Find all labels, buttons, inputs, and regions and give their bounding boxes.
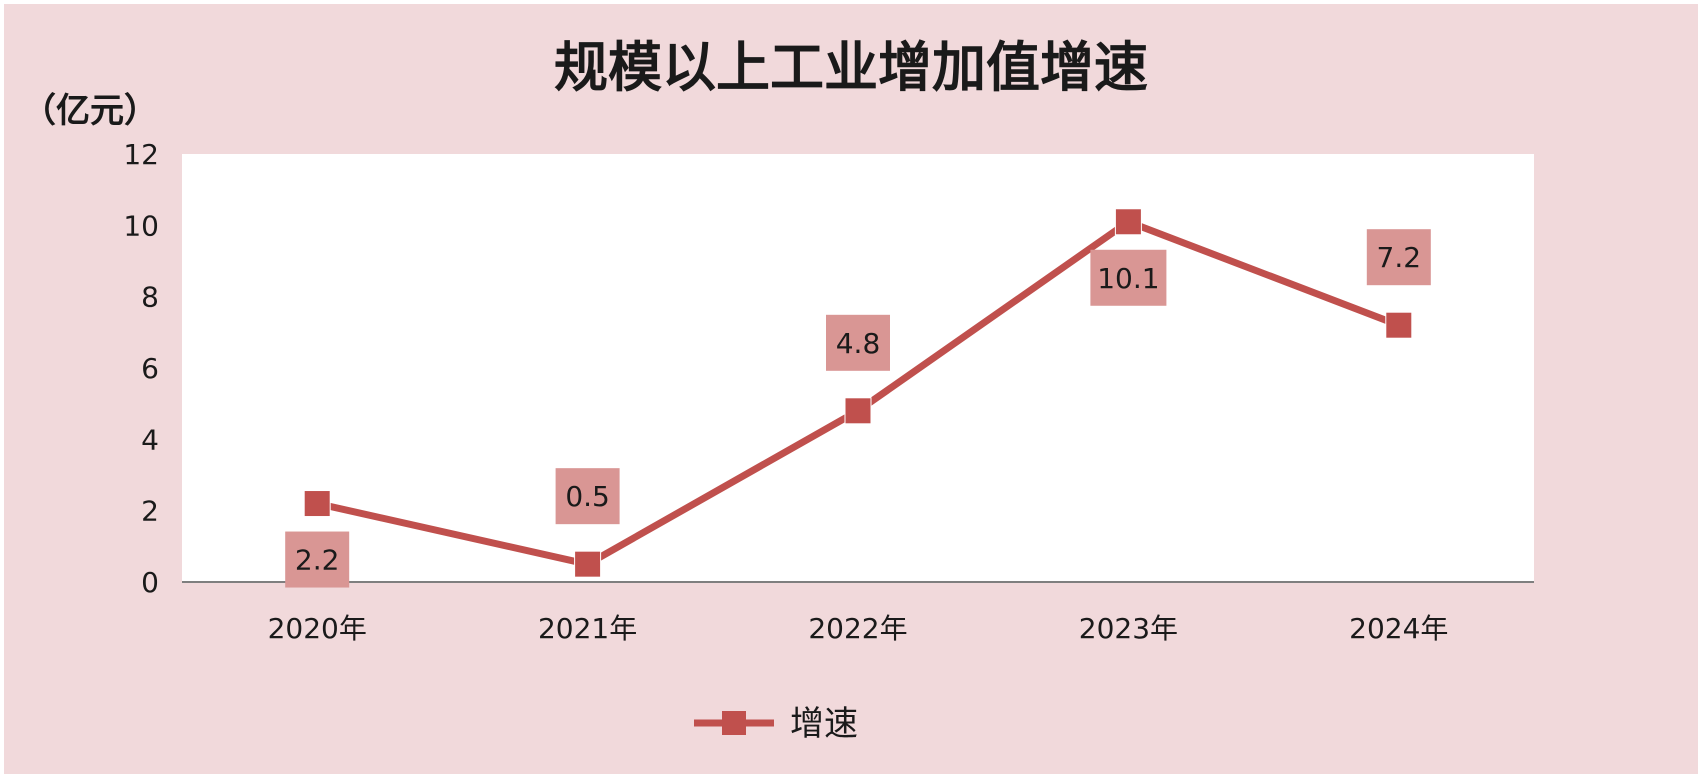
series-layer bbox=[303, 208, 1413, 578]
x-tick-label: 2020年 bbox=[268, 612, 367, 645]
y-axis-unit-label: （亿元） bbox=[22, 91, 158, 131]
chart-title: 规模以上工业增加值增速 bbox=[554, 36, 1148, 99]
y-tick-label: 6 bbox=[141, 352, 159, 385]
legend-square-marker bbox=[722, 711, 746, 735]
data-point-marker bbox=[1114, 208, 1142, 236]
data-label: 10.1 bbox=[1097, 262, 1159, 295]
y-axis: 0 2 4 6 8 10 12 bbox=[123, 138, 159, 599]
data-point-marker bbox=[574, 550, 602, 578]
data-label-box bbox=[826, 314, 890, 371]
x-tick-label: 2024年 bbox=[1349, 612, 1448, 645]
data-point-marker bbox=[303, 490, 331, 518]
data-label-box bbox=[555, 468, 620, 525]
legend-label: 增速 bbox=[790, 704, 858, 744]
data-label-box bbox=[1090, 249, 1167, 306]
y-tick-label: 12 bbox=[123, 138, 159, 171]
y-tick-label: 2 bbox=[141, 495, 159, 528]
data-label: 4.8 bbox=[836, 327, 881, 360]
legend[interactable]: 增速 bbox=[694, 704, 858, 744]
data-label-box bbox=[1366, 229, 1431, 286]
data-label: 2.2 bbox=[295, 544, 340, 577]
data-label: 0.5 bbox=[565, 480, 610, 513]
chart-frame: 规模以上工业增加值增速 （亿元） 0 2 4 6 8 10 12 2020年 2021年 202… bbox=[4, 4, 1698, 774]
data-point-marker bbox=[1385, 311, 1413, 339]
x-tick-label: 2021年 bbox=[538, 612, 637, 645]
y-tick-label: 8 bbox=[141, 281, 159, 314]
y-tick-label: 4 bbox=[141, 423, 159, 456]
y-tick-label: 10 bbox=[123, 209, 159, 242]
data-label-box bbox=[285, 531, 350, 588]
data-point-marker bbox=[844, 397, 872, 425]
x-axis: 2020年 2021年 2022年 2023年 2024年 bbox=[268, 612, 1449, 645]
x-tick-label: 2023年 bbox=[1079, 612, 1178, 645]
data-labels: 2.2 0.5 4.8 10.1 7.2 bbox=[285, 229, 1431, 588]
data-label: 7.2 bbox=[1377, 241, 1422, 274]
x-tick-label: 2022年 bbox=[808, 612, 907, 645]
y-tick-label: 0 bbox=[141, 566, 159, 599]
